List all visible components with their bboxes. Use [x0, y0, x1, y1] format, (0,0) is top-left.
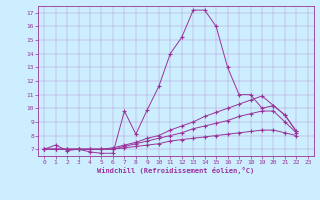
X-axis label: Windchill (Refroidissement éolien,°C): Windchill (Refroidissement éolien,°C) — [97, 167, 255, 174]
